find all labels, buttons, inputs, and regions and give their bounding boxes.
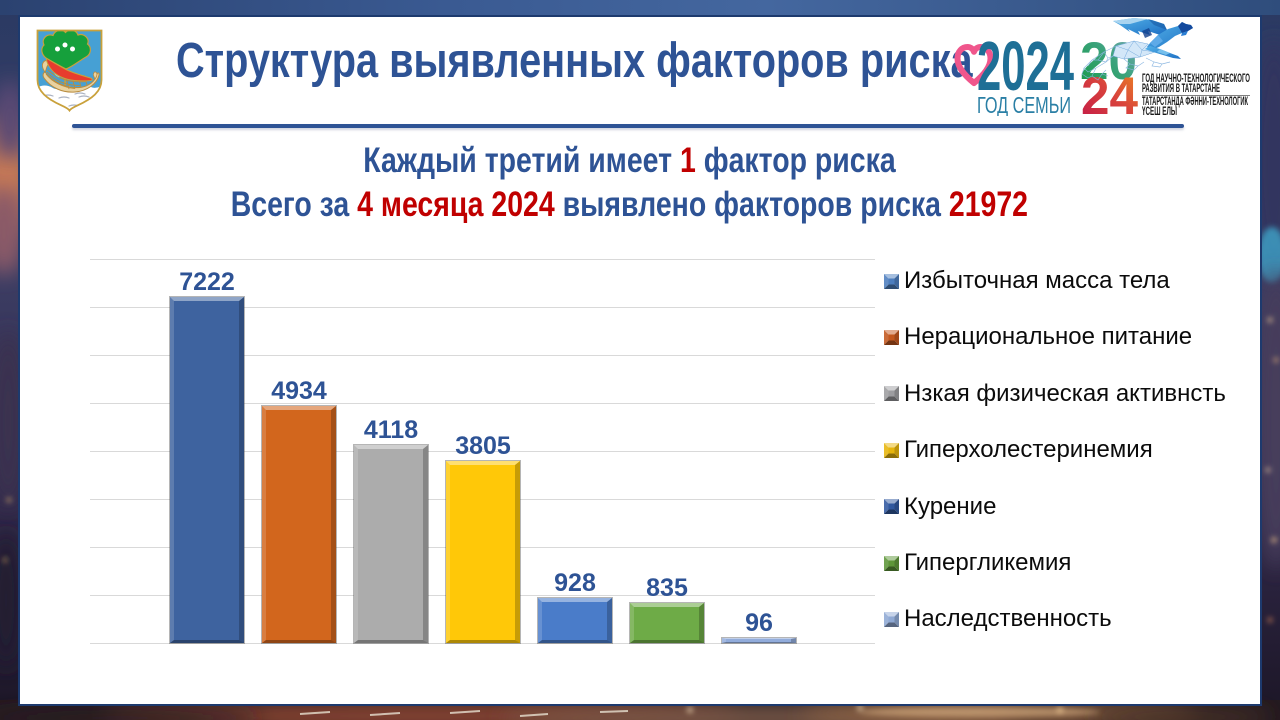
legend-item: Гиперхолестеринемия — [884, 436, 1153, 464]
svg-text:ГОД НАУЧНО-ТЕХНОЛОГИЧЕСКОГО: ГОД НАУЧНО-ТЕХНОЛОГИЧЕСКОГО — [1142, 73, 1250, 85]
subtitle-segment: 4 месяца 2024 — [356, 185, 555, 224]
bar-value-label: 3805 — [455, 432, 511, 460]
legend-label: Нерациональное питание — [904, 323, 1193, 351]
svg-text:ҮСЕШ ЕЛЫ: ҮСЕШ ЕЛЫ — [1142, 106, 1177, 116]
legend-label: Нзкая физическая активнсть — [904, 379, 1226, 407]
legend-label: Курение — [904, 492, 997, 520]
svg-text:ТАТАРСТАНДА ФӘННИ-ТЕХНОЛОГИК: ТАТАРСТАНДА ФӘННИ-ТЕХНОЛОГИК — [1142, 96, 1248, 108]
legend-swatch-icon — [884, 499, 899, 515]
legend-swatch-icon — [884, 611, 899, 627]
legend-item: Гипергликемия — [884, 549, 1071, 577]
bar-3 — [354, 445, 428, 643]
subtitle-segment: фактор риска — [695, 141, 896, 180]
subtitle-line-1: Каждый третий имеет 1 фактор риска — [20, 141, 1238, 180]
bar-6 — [630, 603, 704, 643]
legend-swatch-icon — [884, 555, 899, 571]
bar-value-label: 96 — [745, 609, 773, 637]
subtitle-line-2: Всего за 4 месяца 2024 выявлено факторов… — [20, 185, 1238, 224]
bar-1 — [170, 297, 244, 643]
logo-family-caption: ГОД СЕМЬИ — [977, 92, 1071, 116]
legend-item: Курение — [884, 493, 996, 521]
chart-gridline — [90, 355, 875, 357]
subtitle-segment: выявлено факторов риска — [554, 185, 949, 224]
bar-value-label: 4934 — [271, 377, 327, 405]
legend-swatch-icon — [884, 442, 899, 458]
slide-title: Структура выявленных факторов риска — [176, 34, 973, 88]
logo-science-year-2024: 20 24 — [1080, 18, 1250, 116]
bar-2 — [262, 406, 336, 643]
chart-gridline — [90, 643, 875, 644]
subtitle-segment: 1 — [679, 141, 696, 180]
svg-text:РАЗВИТИЯ В ТАТАРСТАНЕ: РАЗВИТИЯ В ТАТАРСТАНЕ — [1142, 83, 1220, 95]
logo-family-year: 2024 — [977, 30, 1074, 105]
legend-item: Наследственность — [884, 605, 1112, 633]
city-coat-of-arms — [36, 29, 103, 113]
legend-item: Нерациональное питание — [884, 323, 1192, 351]
top-accent-band — [0, 0, 1280, 15]
subtitle-segment: 21972 — [948, 185, 1028, 224]
legend-item: Нзкая физическая активнсть — [884, 380, 1226, 408]
legend-swatch-icon — [884, 273, 899, 289]
bar-value-label: 7222 — [179, 268, 235, 296]
legend-swatch-icon — [884, 329, 899, 345]
horse-wireframe — [1081, 45, 1171, 81]
legend-item: Избыточная масса тела — [884, 267, 1170, 295]
logo-science-digits-bottom: 24 — [1081, 67, 1139, 116]
bar-value-label: 4118 — [363, 416, 419, 444]
title-separator-line — [72, 124, 1184, 128]
chart-gridline — [90, 451, 875, 453]
legend-label: Избыточная масса тела — [904, 267, 1170, 294]
subtitle-segment: Всего за — [230, 185, 357, 224]
bar-7 — [722, 638, 796, 643]
logo-year-of-family-2024: 2024 ГОД СЕМЬИ — [954, 30, 1074, 116]
bar-5 — [538, 598, 612, 643]
legend-label: Наследственность — [904, 605, 1112, 633]
logo-science-captions: ГОД НАУЧНО-ТЕХНОЛОГИЧЕСКОГО РАЗВИТИЯ В Т… — [1142, 73, 1250, 116]
legend-label: Гиперхолестеринемия — [904, 436, 1153, 464]
winged-horse-icon — [1113, 18, 1193, 59]
legend-label: Гипергликемия — [904, 549, 1072, 576]
bar-value-label: 928 — [554, 569, 596, 597]
horse-body-faceted — [1112, 40, 1156, 60]
bar-4 — [446, 461, 520, 643]
subtitle-segment: Каждый третий имеет — [362, 141, 680, 180]
heart-icon — [954, 44, 994, 86]
chart-gridline — [90, 259, 875, 261]
bar-value-label: 835 — [646, 574, 688, 602]
legend-swatch-icon — [884, 386, 899, 402]
chart-gridline — [90, 403, 875, 405]
chart-gridline — [90, 307, 875, 309]
